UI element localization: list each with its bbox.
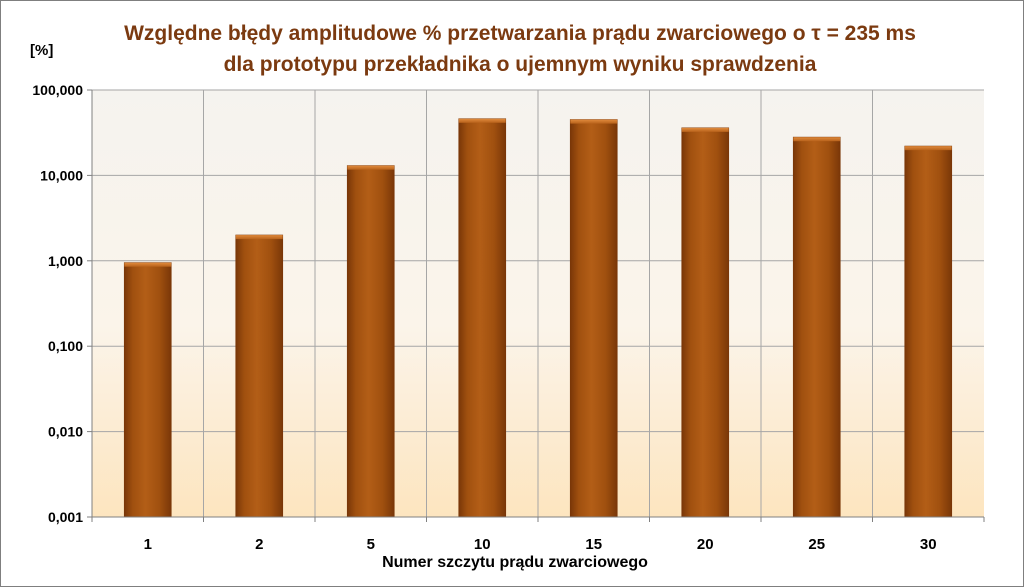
chart-title-line2: dla prototypu przekładnika o ujemnym wyn… — [223, 53, 817, 76]
bar-body — [235, 234, 284, 518]
y-tick-label: 0,100 — [48, 338, 83, 354]
x-tick-label: 5 — [367, 536, 375, 553]
y-tick-label: 100,000 — [32, 82, 83, 98]
bar-cap — [904, 146, 952, 151]
chart-title: Względne błędy amplitudowe % przetwarzan… — [90, 18, 950, 80]
x-axis-title: Numer szczytu prądu zwarciowego — [382, 554, 648, 571]
y-tick-label: 10,000 — [40, 167, 83, 183]
bar-body — [346, 165, 395, 518]
bar-cap — [570, 119, 618, 124]
x-tick-label: 2 — [255, 536, 263, 553]
bar-cap — [681, 127, 729, 132]
y-tick-label: 0,001 — [48, 509, 83, 525]
bar-5 — [346, 165, 395, 518]
bar-30 — [904, 145, 953, 518]
bar-25 — [792, 136, 841, 518]
x-tick-labels: 1 2 5 10 15 20 25 30 — [144, 536, 937, 553]
bar-body — [569, 119, 618, 518]
bar-body — [792, 136, 841, 518]
y-tick-label: 1,000 — [48, 253, 83, 269]
x-tick-label: 10 — [474, 536, 491, 553]
bar-cap — [235, 235, 283, 240]
y-tick-labels: 0,001 0,010 0,100 1,000 10,000 100,000 — [32, 82, 83, 525]
x-tick-label: 15 — [585, 536, 602, 553]
bar-cap — [793, 137, 841, 142]
bar-cap — [347, 165, 395, 170]
bar-body — [458, 118, 507, 518]
x-tick-label: 20 — [697, 536, 714, 553]
bar-cap — [458, 118, 506, 123]
bar-20 — [681, 127, 730, 518]
y-axis-unit-label: [%] — [30, 42, 54, 59]
bar-2 — [235, 234, 284, 518]
axes-layer — [87, 89, 985, 522]
y-tick-label: 0,010 — [48, 424, 83, 440]
bar-body — [904, 145, 953, 518]
x-tick-label: 30 — [920, 536, 937, 553]
bar-body — [123, 262, 172, 518]
bar-body — [681, 127, 730, 518]
chart-title-line1: Względne błędy amplitudowe % przetwarzan… — [124, 22, 916, 45]
bars-layer — [123, 118, 953, 518]
x-tick-label: 25 — [808, 536, 825, 553]
bar-10 — [458, 118, 507, 518]
x-tick-label: 1 — [144, 536, 152, 553]
bar-15 — [569, 119, 618, 518]
bar-1 — [123, 262, 172, 518]
bar-cap — [124, 262, 172, 267]
